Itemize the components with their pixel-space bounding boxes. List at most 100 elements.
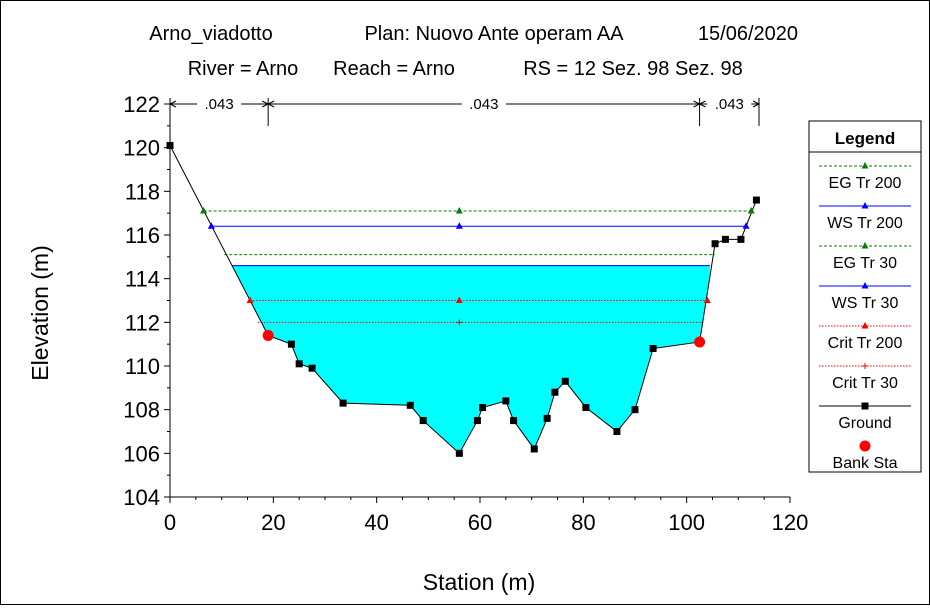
y-tick-label: 122 xyxy=(123,92,160,117)
x-tick-label: 60 xyxy=(468,510,492,535)
ground-point xyxy=(455,449,463,457)
y-tick-label: 114 xyxy=(125,267,160,292)
mannings-arrow-head xyxy=(168,100,177,108)
legend-item-ws-tr-200: WS Tr 200 xyxy=(819,202,911,232)
series-marker-crit-tr-30 xyxy=(456,319,463,326)
header-river: River = Arno xyxy=(188,58,299,80)
legend-label: Crit Tr 200 xyxy=(828,335,903,352)
legend-box xyxy=(808,120,922,473)
x-tick-label: 80 xyxy=(571,510,595,535)
ground-line xyxy=(169,145,757,455)
bank-station-point xyxy=(694,336,706,348)
plot-area xyxy=(166,141,760,457)
legend-item-ground: Ground xyxy=(819,402,911,432)
ground-point xyxy=(551,388,559,396)
mannings-arrow-head xyxy=(752,100,761,108)
legend: Legend EG Tr 200 WS Tr 200 EG Tr 30 WS Tr 30… xyxy=(808,120,922,473)
mannings-n-label: .043 xyxy=(204,96,233,113)
series-marker-crit-tr-200 xyxy=(246,296,254,303)
legend-label: EG Tr 200 xyxy=(829,175,902,192)
x-tick-label: 120 xyxy=(772,510,809,535)
legend-label: EG Tr 30 xyxy=(833,255,897,272)
ground-point xyxy=(502,397,510,405)
legend-label: Crit Tr 30 xyxy=(832,375,898,392)
y-tick-label: 106 xyxy=(123,441,160,466)
ground-point xyxy=(406,401,414,409)
legend-marker-ws-tr-200 xyxy=(861,202,869,209)
x-tick-label: 40 xyxy=(364,510,388,535)
series-marker-ws-tr-200 xyxy=(455,222,463,229)
series-marker-eg-tr-200 xyxy=(200,206,208,214)
ground-point xyxy=(752,196,760,204)
legend-label: Bank Sta xyxy=(833,455,898,472)
legend-title: Legend xyxy=(835,129,895,148)
x-axis-label: Station (m) xyxy=(423,569,535,595)
ground-point xyxy=(543,414,551,422)
ground-point xyxy=(561,377,569,385)
legend-label: WS Tr 200 xyxy=(827,215,903,232)
series-marker-eg-tr-200 xyxy=(747,206,755,214)
ground-point xyxy=(479,403,487,411)
y-tick-label: 108 xyxy=(123,398,160,423)
legend-marker-bank-sta xyxy=(859,440,871,452)
legend-marker-eg-tr-30 xyxy=(861,242,869,249)
ground-point xyxy=(711,240,719,248)
x-tick-label: 20 xyxy=(261,510,285,535)
ground-point xyxy=(339,399,347,407)
ground-point xyxy=(649,345,657,353)
x-tick-label: 100 xyxy=(668,510,705,535)
y-tick-label: 104 xyxy=(123,485,160,510)
header-reach: Reach = Arno xyxy=(333,58,455,80)
legend-label: WS Tr 30 xyxy=(832,295,899,312)
header-rs: RS = 12 Sez. 98 Sez. 98 xyxy=(523,58,743,80)
ground-point xyxy=(419,417,427,425)
header-project: Arno_viadotto xyxy=(149,23,272,45)
legend-marker-crit-tr-200 xyxy=(861,322,869,329)
legend-item-bank-sta: Bank Sta xyxy=(833,440,898,472)
series-marker-eg-tr-200 xyxy=(455,206,463,214)
ground-point xyxy=(530,445,538,453)
series-marker-crit-tr-200 xyxy=(455,296,463,303)
legend-marker-eg-tr-200 xyxy=(861,162,869,169)
mannings-arrow-head xyxy=(267,100,275,108)
legend-item-crit-tr-30: Crit Tr 30 xyxy=(819,363,911,392)
y-tick-label: 116 xyxy=(125,223,160,248)
legend-marker-ground xyxy=(861,402,869,410)
legend-item-crit-tr-200: Crit Tr 200 xyxy=(819,322,911,352)
legend-item-eg-tr-200: EG Tr 200 xyxy=(819,162,911,192)
legend-item-ws-tr-30: WS Tr 30 xyxy=(819,282,911,312)
ground-point xyxy=(582,403,590,411)
x-tick-label: 0 xyxy=(164,510,176,535)
y-tick-label: 120 xyxy=(123,136,160,161)
y-tick-label: 118 xyxy=(125,179,160,204)
axes: 104 106 108 110 112 114 116 118 120 122 0 20 40 60 80 1… xyxy=(123,92,808,535)
ground-point xyxy=(737,235,745,243)
legend-marker-ws-tr-30 xyxy=(861,282,869,289)
ground-point xyxy=(613,428,621,435)
series-marker-ws-tr-200 xyxy=(742,222,750,229)
legend-label: Ground xyxy=(838,415,891,432)
water-fill-ws-tr-30 xyxy=(232,265,710,454)
ground-point xyxy=(631,406,639,414)
ground-point xyxy=(287,340,295,348)
ground-point xyxy=(510,417,518,425)
ground-point xyxy=(721,235,729,243)
y-tick-label: 112 xyxy=(125,310,160,335)
header-plan: Plan: Nuovo Ante operam AA xyxy=(364,23,624,45)
chart-header: Arno_viadotto Plan: Nuovo Ante operam AA… xyxy=(149,23,798,80)
ground-point xyxy=(295,360,303,368)
header-date: 15/06/2020 xyxy=(698,23,798,45)
ground-point xyxy=(308,364,316,372)
mannings-arrow-head xyxy=(698,100,706,108)
series-marker-ws-tr-200 xyxy=(207,222,215,229)
ground-point xyxy=(473,417,481,425)
bank-station-point xyxy=(262,329,274,341)
legend-marker-crit-tr-30 xyxy=(862,363,868,369)
mannings-n-label: .043 xyxy=(715,96,744,113)
series-marker-crit-tr-200 xyxy=(703,296,711,303)
mannings-n-label: .043 xyxy=(469,96,498,113)
legend-item-eg-tr-30: EG Tr 30 xyxy=(819,242,911,272)
y-axis-label: Elevation (m) xyxy=(27,245,53,380)
